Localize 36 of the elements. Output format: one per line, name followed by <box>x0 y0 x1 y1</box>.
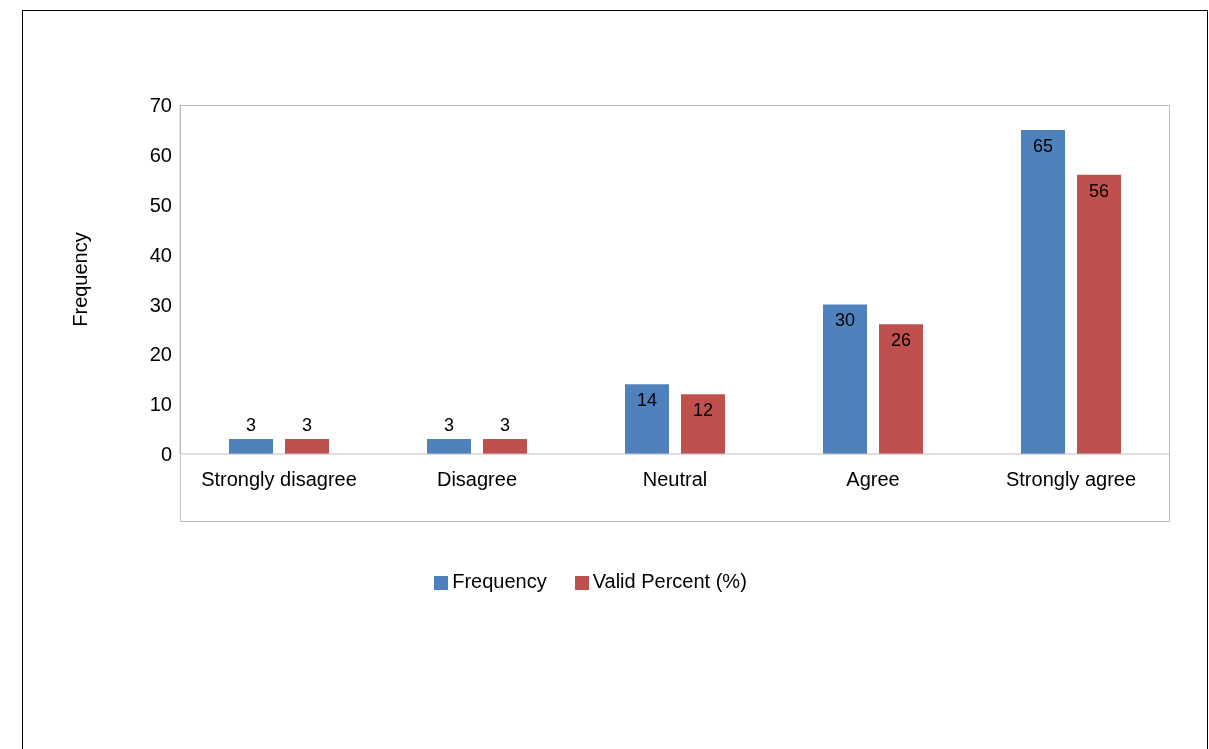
data-label: 3 <box>499 415 511 436</box>
bar <box>427 439 471 454</box>
y-tick-label: 0 <box>160 443 172 466</box>
y-tick-label: 20 <box>149 343 172 366</box>
bar <box>625 384 669 454</box>
y-tick-label: 30 <box>149 293 172 316</box>
x-tick-label: Strongly disagree <box>201 468 357 491</box>
bar <box>879 324 923 454</box>
data-label: 65 <box>1032 135 1054 156</box>
legend-label: Valid Percent (%) <box>592 570 747 592</box>
data-label: 26 <box>890 330 912 351</box>
data-label: 12 <box>692 400 714 421</box>
legend-label: Frequency <box>452 570 547 592</box>
x-tick-label: Neutral <box>642 468 708 491</box>
y-axis-title: Frequency <box>69 232 92 327</box>
y-tick-label: 40 <box>149 243 172 266</box>
bar <box>1021 129 1065 454</box>
x-tick-label: Disagree <box>436 468 518 491</box>
x-tick-label: Agree <box>846 468 900 491</box>
bar <box>285 439 329 454</box>
data-label: 30 <box>834 310 856 331</box>
bar <box>229 439 273 454</box>
bar <box>681 394 725 454</box>
data-label: 56 <box>1088 180 1110 201</box>
data-label: 3 <box>301 415 313 436</box>
data-label: 3 <box>443 415 455 436</box>
y-tick-label: 50 <box>149 193 172 216</box>
x-tick-label: Strongly agree <box>1005 468 1137 491</box>
data-label: 3 <box>245 415 257 436</box>
y-tick-label: 70 <box>149 94 172 117</box>
y-tick-label: 10 <box>149 393 172 416</box>
bar <box>1077 174 1121 454</box>
data-label: 14 <box>636 390 658 411</box>
y-tick-label: 60 <box>149 143 172 166</box>
bar <box>483 439 527 454</box>
bar <box>823 304 867 454</box>
